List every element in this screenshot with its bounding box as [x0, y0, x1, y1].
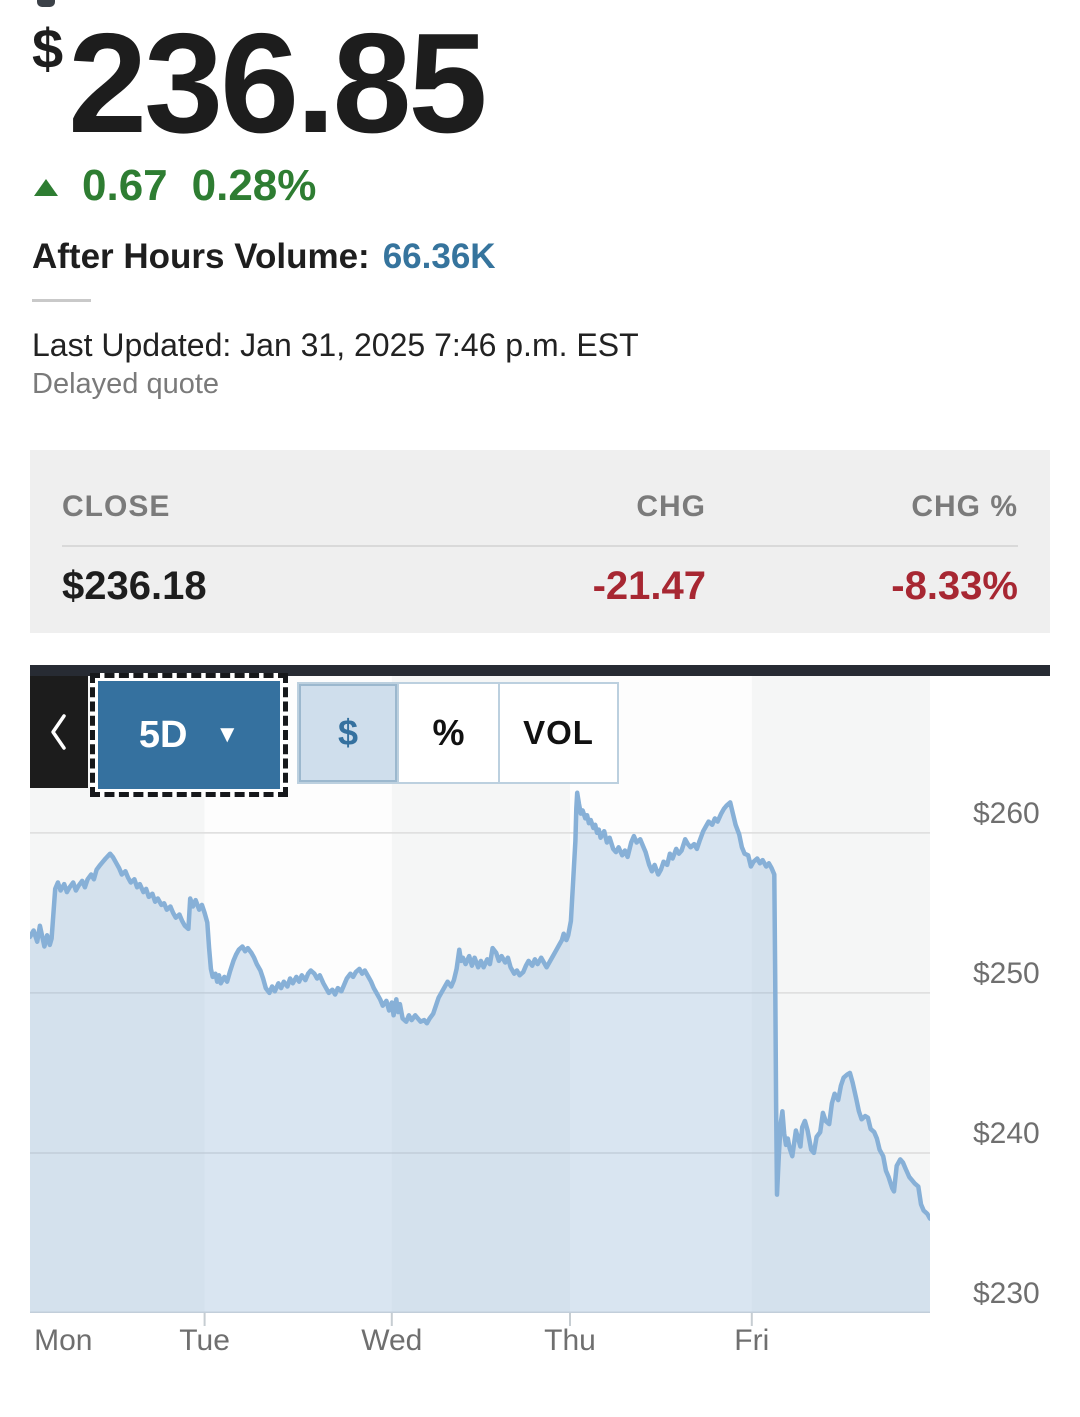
after-hours-value: 66.36K: [382, 237, 496, 276]
x-axis-tick-label: Thu: [544, 1324, 596, 1357]
header-chg-pct: CHG %: [911, 490, 1018, 523]
header-close: CLOSE: [62, 490, 171, 523]
close-value: $236.18: [62, 564, 207, 608]
range-selector-focus-ring: 5D ▼: [90, 673, 288, 797]
y-axis-tick-label: $250: [973, 956, 1040, 990]
range-selected-label: 5D: [138, 713, 188, 756]
after-hours-label: After Hours Volume:: [32, 237, 370, 276]
chart-back-button[interactable]: [30, 676, 88, 788]
up-arrow-icon: [34, 178, 58, 196]
clipped-ticker-icon: [37, 0, 55, 7]
table-value-row: $236.18 -21.47 -8.33%: [62, 564, 1018, 609]
change-percent: 0.28%: [191, 161, 317, 210]
chevron-left-icon: [51, 714, 66, 750]
x-axis-tick-label: Fri: [734, 1324, 770, 1357]
toggle-dollar[interactable]: $: [299, 684, 397, 782]
chg-value: -21.47: [592, 564, 706, 608]
currency-symbol: $: [32, 17, 64, 80]
y-axis-tick-label: $260: [973, 796, 1040, 830]
toggle-percent[interactable]: %: [397, 684, 498, 782]
chart-mode-toggle-group: $ % VOL: [297, 682, 619, 784]
table-header-row: CLOSE CHG CHG %: [62, 490, 1018, 524]
toggle-volume[interactable]: VOL: [498, 684, 617, 782]
last-updated-text: Last Updated: Jan 31, 2025 7:46 p.m. EST: [32, 327, 639, 363]
change-value: 0.67: [82, 161, 168, 210]
x-axis-tick-label: Mon: [34, 1324, 93, 1357]
chart-top-bar: [30, 665, 1050, 676]
range-dropdown[interactable]: 5D ▼: [98, 681, 280, 789]
divider: [32, 299, 91, 302]
price-chart-section: 5D ▼ $ % VOL $230 $240 $250 $260 Mon Tue Wed T…: [30, 665, 1050, 1380]
price-change-row: 0.67 0.28%: [34, 161, 316, 211]
header-chg: CHG: [636, 490, 706, 523]
y-axis-tick-label: $230: [973, 1277, 1040, 1310]
x-axis-tick-label: Tue: [179, 1324, 230, 1357]
y-axis-tick-label: $240: [973, 1116, 1040, 1150]
last-price: 236.85: [68, 4, 487, 163]
x-axis-tick-label: Wed: [361, 1324, 423, 1357]
chg-pct-value: -8.33%: [891, 564, 1018, 608]
table-divider: [62, 545, 1018, 547]
price-chart-canvas[interactable]: [30, 676, 930, 1328]
close-summary-table: CLOSE CHG CHG % $236.18 -21.47 -8.33%: [30, 450, 1050, 633]
caret-down-icon: ▼: [215, 721, 240, 748]
last-price-block: $ 236.85: [32, 4, 487, 163]
after-hours-volume-row: After Hours Volume: 66.36K: [32, 237, 496, 277]
delayed-quote-note: Delayed quote: [32, 368, 220, 400]
